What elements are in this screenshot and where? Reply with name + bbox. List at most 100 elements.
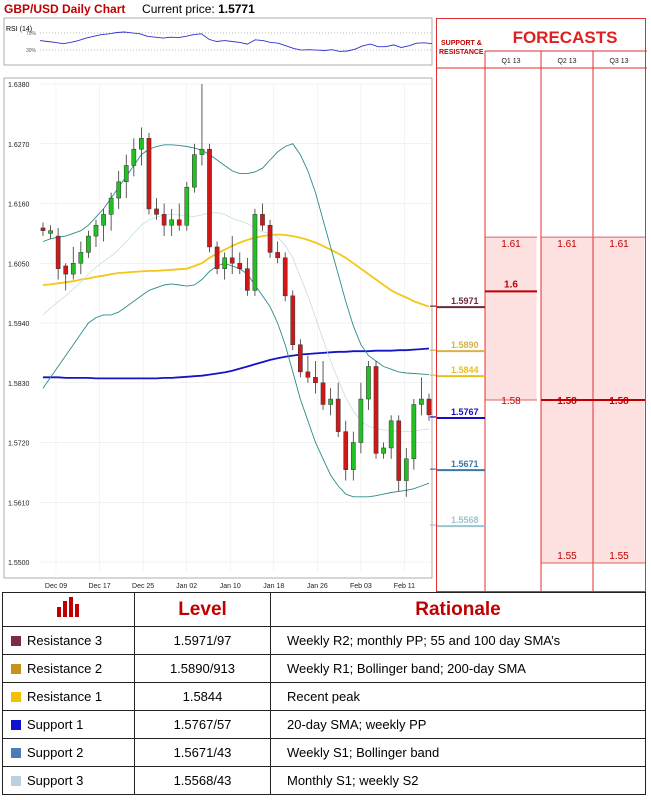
candle-body bbox=[78, 252, 84, 264]
forecast-column-header: Q1 13 bbox=[501, 58, 520, 65]
forecast-column-header: Q3 13 bbox=[609, 58, 628, 65]
color-swatch bbox=[11, 692, 21, 702]
date-tick-label: Jan 26 bbox=[307, 583, 328, 590]
candle-body bbox=[252, 214, 258, 291]
row-level: 1.5971/97 bbox=[134, 626, 271, 655]
color-swatch bbox=[11, 748, 21, 758]
candle-body bbox=[229, 257, 235, 264]
candle-body bbox=[199, 148, 205, 155]
candle-body bbox=[381, 447, 386, 454]
row-name-cell: Support 2 bbox=[2, 738, 135, 767]
candle-body bbox=[207, 148, 212, 248]
forecast-value: 1.55 bbox=[609, 551, 629, 562]
candle-body bbox=[70, 263, 76, 275]
candle-body bbox=[108, 197, 114, 215]
candle-body bbox=[267, 224, 273, 253]
moving-average-line bbox=[43, 347, 430, 380]
candle-body bbox=[123, 165, 129, 183]
candle-body bbox=[411, 404, 417, 460]
row-rationale: Monthly S1; weekly S2 bbox=[270, 766, 646, 795]
forecasts-title: FORECASTS bbox=[513, 28, 618, 47]
row-name-cell: Support 1 bbox=[2, 710, 135, 739]
date-tick-label: Feb 11 bbox=[394, 583, 415, 590]
date-tick-label: Jan 10 bbox=[220, 583, 241, 590]
support-resistance-label: RESISTANCE bbox=[439, 49, 484, 56]
row-name-cell: Resistance 1 bbox=[2, 682, 135, 711]
candle-body bbox=[161, 214, 167, 226]
chart-area: GBP/USD Daily Chart Current price: 1.577… bbox=[0, 0, 436, 592]
header-rationale: Rationale bbox=[270, 592, 646, 627]
candle-body bbox=[403, 458, 409, 481]
candle-body bbox=[305, 371, 311, 378]
level-tag-label: 1.5844 bbox=[451, 365, 479, 375]
candle-body bbox=[101, 214, 106, 226]
color-swatch bbox=[11, 776, 21, 786]
table-header-row: Level Rationale bbox=[2, 592, 646, 627]
color-swatch bbox=[11, 664, 21, 674]
row-level: 1.5844 bbox=[134, 682, 271, 711]
chart-title-text: GBP/USD Daily Chart bbox=[4, 2, 126, 16]
candle-body bbox=[328, 398, 333, 405]
row-level: 1.5568/43 bbox=[134, 766, 271, 795]
table-row: Support 1 1.5767/57 20-day SMA; weekly P… bbox=[2, 710, 646, 739]
candle-body bbox=[426, 398, 432, 416]
table-row: Resistance 3 1.5971/97 Weekly R2; monthl… bbox=[2, 626, 646, 655]
forecast-value: 1.61 bbox=[557, 239, 577, 250]
forecast-value: 1.55 bbox=[557, 551, 577, 562]
candle-body bbox=[245, 268, 250, 291]
price-tick-label: 1.6050 bbox=[8, 261, 30, 268]
candle-body bbox=[131, 148, 137, 166]
row-name: Support 3 bbox=[27, 773, 84, 788]
forecast-value: 1.58 bbox=[501, 396, 521, 407]
candle-body bbox=[184, 186, 190, 226]
row-name-cell: Resistance 3 bbox=[2, 626, 135, 655]
price-tick-label: 1.5500 bbox=[8, 560, 30, 567]
candle-body bbox=[214, 246, 220, 269]
table-row: Support 3 1.5568/43 Monthly S1; weekly S… bbox=[2, 766, 646, 795]
row-name: Support 1 bbox=[27, 717, 84, 732]
row-rationale: Weekly S1; Bollinger band bbox=[270, 738, 646, 767]
row-rationale: Weekly R2; monthly PP; 55 and 100 day SM… bbox=[270, 626, 646, 655]
row-name: Resistance 1 bbox=[27, 689, 103, 704]
table-row: Resistance 2 1.5890/913 Weekly R1; Bolli… bbox=[2, 654, 646, 683]
candle-body bbox=[116, 181, 122, 199]
date-tick-label: Feb 03 bbox=[350, 583, 372, 590]
candle-body bbox=[419, 398, 424, 405]
forecast-value: 1.58 bbox=[557, 396, 577, 407]
level-tag-label: 1.5767 bbox=[451, 407, 479, 417]
candle-body bbox=[260, 214, 265, 226]
moving-average-line bbox=[42, 233, 430, 308]
candle-body bbox=[366, 366, 371, 400]
color-swatch bbox=[11, 720, 21, 730]
date-tick-label: Jan 18 bbox=[263, 583, 284, 590]
candle-body bbox=[388, 420, 394, 449]
candle-body bbox=[343, 431, 349, 470]
candle-body bbox=[350, 442, 356, 470]
candle-body bbox=[275, 252, 280, 259]
candle-body bbox=[139, 138, 144, 150]
forecast-value: 1.61 bbox=[609, 239, 629, 250]
candle-body bbox=[48, 230, 53, 234]
candle-body bbox=[176, 219, 182, 226]
candle-body bbox=[335, 398, 341, 432]
price-tick-label: 1.5940 bbox=[8, 321, 30, 328]
rsi-line bbox=[39, 31, 433, 52]
bollinger-band-line bbox=[42, 212, 430, 433]
candle-body bbox=[40, 227, 46, 231]
rsi-label: RSI (14) bbox=[6, 26, 32, 33]
price-tick-label: 1.6160 bbox=[8, 202, 30, 209]
price-value: 1.5771 bbox=[218, 2, 255, 16]
price-tick-label: 1.5720 bbox=[8, 441, 30, 448]
rsi-tick-label: 30% bbox=[26, 48, 37, 54]
candle-body bbox=[320, 382, 326, 405]
row-rationale: 20-day SMA; weekly PP bbox=[270, 710, 646, 739]
candle-body bbox=[146, 138, 152, 210]
row-name: Resistance 2 bbox=[27, 661, 103, 676]
candle-body bbox=[86, 235, 91, 253]
date-tick-label: Dec 09 bbox=[45, 583, 67, 590]
forecast-value: 1.61 bbox=[501, 239, 521, 250]
candle-body bbox=[282, 257, 288, 297]
candle-body bbox=[358, 398, 364, 443]
level-tag-label: 1.5890 bbox=[451, 340, 479, 350]
forecast-range-shade bbox=[485, 237, 537, 401]
